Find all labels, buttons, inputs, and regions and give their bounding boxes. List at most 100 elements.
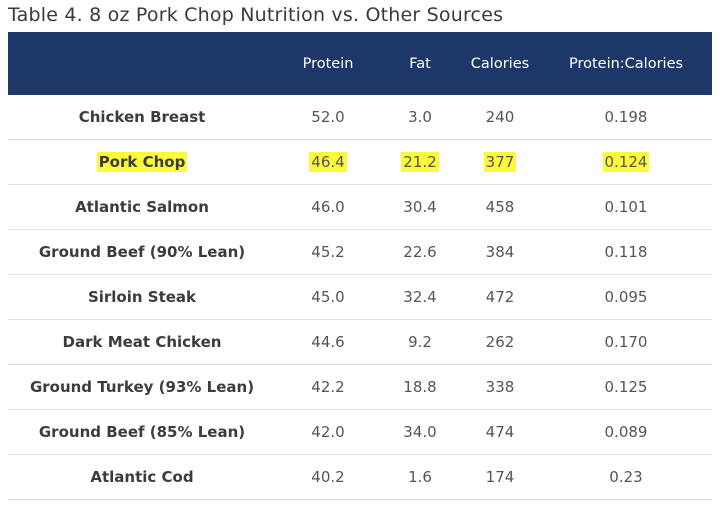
table-title: Table 4. 8 oz Pork Chop Nutrition vs. Ot… [8, 4, 504, 26]
table-cell: 472 [460, 275, 540, 319]
table-cell: 384 [460, 230, 540, 274]
table-cell: 0.125 [540, 365, 712, 409]
cell-value: 46.4 [309, 152, 347, 172]
cell-value: 30.4 [403, 198, 437, 216]
table-cell: Pork Chop [8, 140, 276, 184]
table-cell: Chicken Breast [8, 95, 276, 139]
cell-value: 174 [485, 468, 515, 486]
table-cell: 45.0 [276, 275, 380, 319]
header-text: Protein [302, 55, 354, 72]
table-cell: 21.2 [380, 140, 460, 184]
table-cell: 18.8 [380, 365, 460, 409]
cell-value: 1.6 [408, 468, 432, 486]
header-text: Fat [409, 55, 431, 72]
table-cell: 458 [460, 185, 540, 229]
table-cell: 240 [460, 95, 540, 139]
header-cell: Protein [276, 32, 380, 95]
table-cell: 42.0 [276, 410, 380, 454]
table-cell: 44.6 [276, 320, 380, 364]
header-text: Protein:Calories [568, 55, 684, 72]
cell-value: 474 [485, 423, 515, 441]
row-label: Atlantic Salmon [75, 198, 209, 216]
table-cell: 45.2 [276, 230, 380, 274]
cell-value: 384 [485, 243, 515, 261]
cell-value: 0.125 [604, 378, 648, 396]
cell-value: 377 [483, 152, 517, 172]
cell-value: 9.2 [408, 333, 432, 351]
header-row: Protein Fat Calories Protein:Calories [8, 32, 712, 95]
cell-value: 32.4 [403, 288, 437, 306]
table-cell: 0.23 [540, 455, 712, 499]
row-label: Dark Meat Chicken [62, 333, 222, 351]
row-label: Atlantic Cod [90, 468, 194, 486]
table-row: Ground Beef (85% Lean) 42.0 34.0 474 0.089 [8, 410, 712, 455]
cell-value: 0.124 [602, 152, 650, 172]
table-cell: Atlantic Cod [8, 455, 276, 499]
header-cell: Calories [460, 32, 540, 95]
table-cell: 22.6 [380, 230, 460, 274]
cell-value: 262 [485, 333, 515, 351]
table-cell: 174 [460, 455, 540, 499]
cell-value: 0.198 [604, 108, 648, 126]
table-row: Atlantic Salmon 46.0 30.4 458 0.101 [8, 185, 712, 230]
table-cell: 3.0 [380, 95, 460, 139]
table-cell: 0.124 [540, 140, 712, 184]
cell-value: 46.0 [311, 198, 345, 216]
table-cell: 46.0 [276, 185, 380, 229]
header-cell: Fat [380, 32, 460, 95]
table-cell: Ground Beef (90% Lean) [8, 230, 276, 274]
cell-value: 0.23 [609, 468, 643, 486]
cell-value: 0.170 [604, 333, 648, 351]
table-cell: 52.0 [276, 95, 380, 139]
table-cell: 40.2 [276, 455, 380, 499]
cell-value: 0.095 [604, 288, 648, 306]
table-cell: 0.089 [540, 410, 712, 454]
table-cell: 9.2 [380, 320, 460, 364]
row-label: Sirloin Steak [87, 288, 197, 306]
table-cell: 1.6 [380, 455, 460, 499]
table-cell: 46.4 [276, 140, 380, 184]
cell-value: 18.8 [403, 378, 437, 396]
cell-value: 240 [485, 108, 515, 126]
cell-value: 42.2 [311, 378, 345, 396]
table-cell: Sirloin Steak [8, 275, 276, 319]
row-label: Ground Beef (85% Lean) [38, 423, 246, 441]
cell-value: 0.089 [604, 423, 648, 441]
cell-value: 21.2 [401, 152, 439, 172]
table-cell: 0.118 [540, 230, 712, 274]
cell-value: 22.6 [403, 243, 437, 261]
cell-value: 0.118 [604, 243, 648, 261]
table-cell: Atlantic Salmon [8, 185, 276, 229]
cell-value: 42.0 [311, 423, 345, 441]
table-row: Pork Chop 46.4 21.2 377 0.124 [8, 140, 712, 185]
cell-value: 34.0 [403, 423, 437, 441]
table-cell: 0.095 [540, 275, 712, 319]
table-cell: 377 [460, 140, 540, 184]
header-text: Calories [470, 55, 530, 72]
table-row: Ground Beef (90% Lean) 45.2 22.6 384 0.118 [8, 230, 712, 275]
table-cell: Ground Turkey (93% Lean) [8, 365, 276, 409]
table-row: Sirloin Steak 45.0 32.4 472 0.095 [8, 275, 712, 320]
table-cell: 0.170 [540, 320, 712, 364]
table-cell: 42.2 [276, 365, 380, 409]
table-row: Ground Turkey (93% Lean) 42.2 18.8 338 0.125 [8, 365, 712, 410]
table-cell: 474 [460, 410, 540, 454]
table-row: Chicken Breast 52.0 3.0 240 0.198 [8, 95, 712, 140]
table-cell: 338 [460, 365, 540, 409]
row-label: Pork Chop [96, 152, 188, 172]
table-row: Atlantic Cod 40.2 1.6 174 0.23 [8, 455, 712, 500]
header-cell [8, 32, 276, 95]
cell-value: 45.2 [311, 243, 345, 261]
cell-value: 0.101 [604, 198, 648, 216]
table: Protein Fat Calories Protein:Calories Chicke… [8, 32, 712, 500]
row-label: Ground Turkey (93% Lean) [29, 378, 255, 396]
cell-value: 45.0 [311, 288, 345, 306]
cell-value: 458 [485, 198, 515, 216]
row-label: Chicken Breast [78, 108, 206, 126]
table-cell: Dark Meat Chicken [8, 320, 276, 364]
cell-value: 472 [485, 288, 515, 306]
cell-value: 44.6 [311, 333, 345, 351]
cell-value: 3.0 [408, 108, 432, 126]
header-cell: Protein:Calories [540, 32, 712, 95]
